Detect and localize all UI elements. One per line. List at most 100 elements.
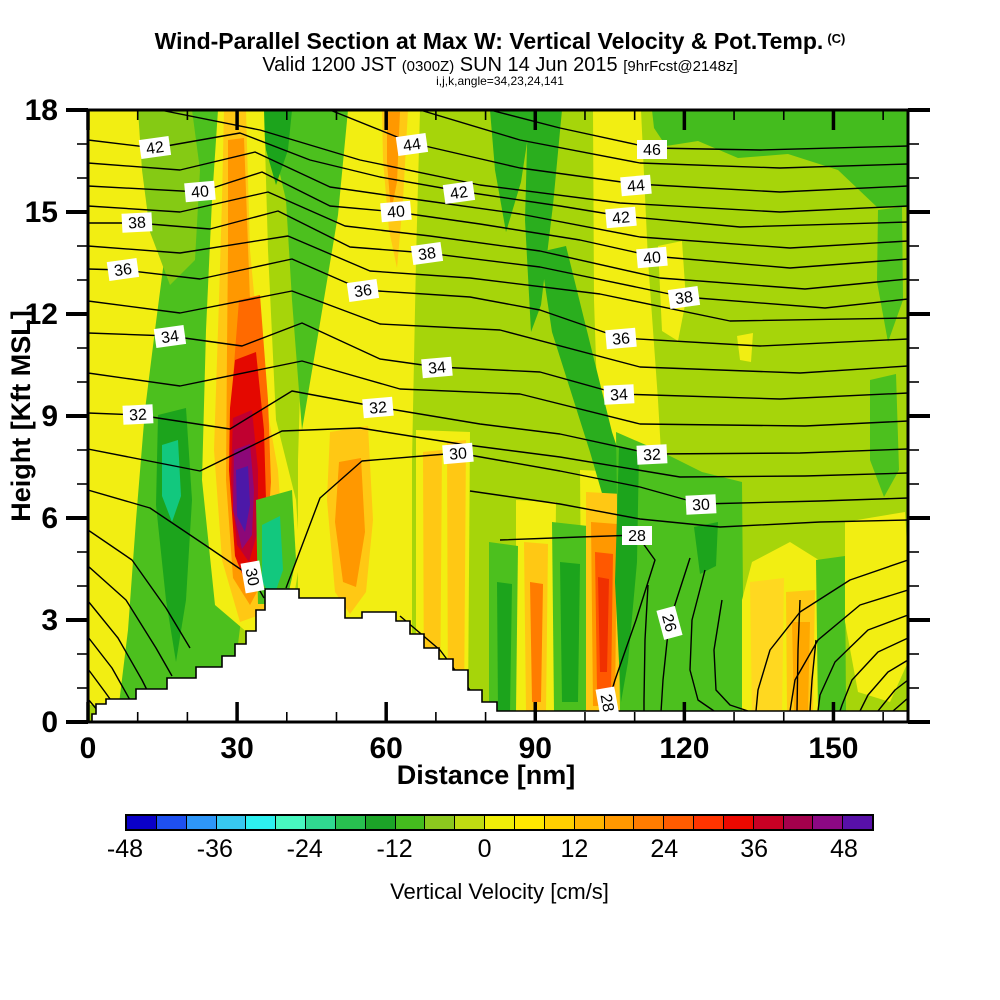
- vertical-velocity-blob: [262, 516, 283, 599]
- figure-title-units: (C): [827, 31, 846, 46]
- x-tick-label: 120: [659, 732, 709, 765]
- isentrope-label: 28: [595, 686, 620, 720]
- grid-index-annotation: i,j,k,angle=34,23,24,141: [436, 74, 564, 89]
- isentrope-label: 32: [122, 404, 154, 425]
- colorbar-tick-label: 0: [477, 835, 492, 863]
- colorbar-tick-label: -48: [106, 835, 144, 863]
- colorbar-segment: [752, 816, 783, 829]
- vertical-velocity-blob: [335, 458, 365, 587]
- svg-text:32: 32: [643, 447, 662, 465]
- isentrope-contour-line: [419, 110, 908, 169]
- isentrope-label: 42: [138, 136, 172, 160]
- svg-text:30: 30: [448, 445, 467, 463]
- isentrope-label: 44: [395, 133, 429, 157]
- figure-title-text: Wind-Parallel Section at Max W: Vertical…: [154, 28, 824, 54]
- valid-time-date: SUN 14 Jun 2015: [454, 54, 624, 77]
- vertical-velocity-blob: [530, 582, 543, 702]
- svg-text:34: 34: [427, 359, 446, 377]
- colorbar-tick-labels: -48 -36 -24 -12 0 12 24 36 48: [107, 835, 874, 865]
- figure-title: Wind-Parallel Section at Max W: Vertical…: [0, 28, 1000, 54]
- isentrope-label: 32: [362, 396, 394, 419]
- colorbar-swatches: [125, 814, 874, 831]
- colorbar-segment: [842, 816, 873, 829]
- x-axis-title: Distance [nm]: [397, 760, 576, 790]
- x-tick-label: 150: [808, 732, 858, 765]
- svg-text:40: 40: [386, 203, 405, 221]
- x-tick-label: 60: [369, 732, 402, 765]
- vertical-velocity-blob: [694, 522, 718, 574]
- valid-time-part: Valid 1200 JST: [262, 54, 402, 77]
- colorbar-segment: [722, 816, 753, 829]
- colorbar-tick-label: -24: [286, 835, 323, 863]
- y-axis-title: Height [Kft MSL]: [6, 310, 36, 521]
- vertical-velocity-blob: [652, 110, 908, 208]
- isentrope-contour-line: [285, 452, 908, 589]
- vertical-velocity-blob: [870, 374, 899, 497]
- isentrope-label: 36: [106, 258, 140, 282]
- vertical-velocity-blob: [737, 333, 753, 362]
- svg-text:42: 42: [449, 184, 469, 203]
- y-tick-label: 15: [25, 196, 58, 229]
- colorbar-segment: [215, 816, 246, 829]
- svg-text:28: 28: [597, 693, 617, 714]
- colorbar-tick-label: 24: [650, 835, 679, 863]
- svg-text:44: 44: [402, 136, 422, 155]
- colorbar-segment: [127, 816, 156, 829]
- y-tick-label: 3: [41, 604, 58, 637]
- colorbar: -48 -36 -24 -12 0 12 24 36 48 Vertical Velocity …: [107, 814, 874, 905]
- isentrope-label: 32: [636, 444, 668, 465]
- vertical-velocity-blob: [447, 440, 466, 712]
- isentrope-label: 40: [636, 246, 668, 269]
- isentrope-contour-line: [88, 132, 908, 228]
- isentrope-contour-line: [88, 565, 173, 677]
- colorbar-segment: [275, 816, 306, 829]
- vertical-velocity-blob: [615, 447, 639, 702]
- colorbar-segment: [155, 816, 186, 829]
- svg-text:46: 46: [643, 142, 661, 159]
- colorbar-segment: [185, 816, 216, 829]
- vertical-velocity-blob: [236, 466, 250, 532]
- isentrope-label: 36: [605, 327, 637, 350]
- isentrope-contour-line: [859, 659, 908, 712]
- y-tick-label: 18: [25, 94, 58, 127]
- x-tick-label: 0: [80, 732, 97, 765]
- svg-text:42: 42: [145, 139, 165, 158]
- terrain-silhouette: [91, 588, 908, 722]
- isentrope-contour-line: [88, 360, 908, 427]
- colorbar-segment: [245, 816, 276, 829]
- figure-header: Wind-Parallel Section at Max W: Vertical…: [0, 28, 1000, 89]
- isentrope-label: 34: [153, 325, 187, 349]
- isentrope-contour-line: [643, 584, 649, 712]
- isentrope-contour-line: [159, 110, 908, 213]
- isentrope-label: 28: [622, 526, 652, 545]
- svg-text:34: 34: [160, 328, 180, 347]
- svg-text:38: 38: [674, 289, 694, 308]
- isentrope-contour-line: [88, 258, 908, 347]
- isentrope-label: 42: [442, 181, 476, 205]
- vertical-velocity-blob: [560, 562, 580, 702]
- vertical-velocity-blob: [423, 450, 442, 712]
- isentrope-label: 30: [240, 560, 265, 594]
- vertical-velocity-blob: [816, 556, 846, 712]
- isentrope-contour-line: [469, 490, 908, 528]
- colorbar-segment: [603, 816, 634, 829]
- isentrope-contour-line: [892, 697, 908, 712]
- svg-text:26: 26: [658, 612, 679, 634]
- svg-text:36: 36: [353, 282, 373, 301]
- svg-text:40: 40: [642, 249, 661, 267]
- svg-text:32: 32: [368, 399, 387, 417]
- colorbar-segment: [693, 816, 723, 829]
- colorbar-segment: [543, 816, 574, 829]
- isentrope-label: 34: [421, 356, 453, 379]
- isentrope-label: 40: [184, 180, 216, 203]
- isentrope-label: 42: [605, 206, 637, 229]
- colorbar-tick-label: -12: [376, 835, 413, 863]
- isentrope-contour-line: [499, 534, 656, 711]
- isentrope-contour-line: [789, 589, 908, 712]
- colorbar-segment: [812, 816, 843, 829]
- colorbar-segment: [364, 816, 395, 829]
- vertical-velocity-blob: [162, 440, 181, 522]
- colorbar-segment: [334, 816, 365, 829]
- isentrope-label: 30: [685, 494, 717, 515]
- colorbar-segment: [454, 816, 485, 829]
